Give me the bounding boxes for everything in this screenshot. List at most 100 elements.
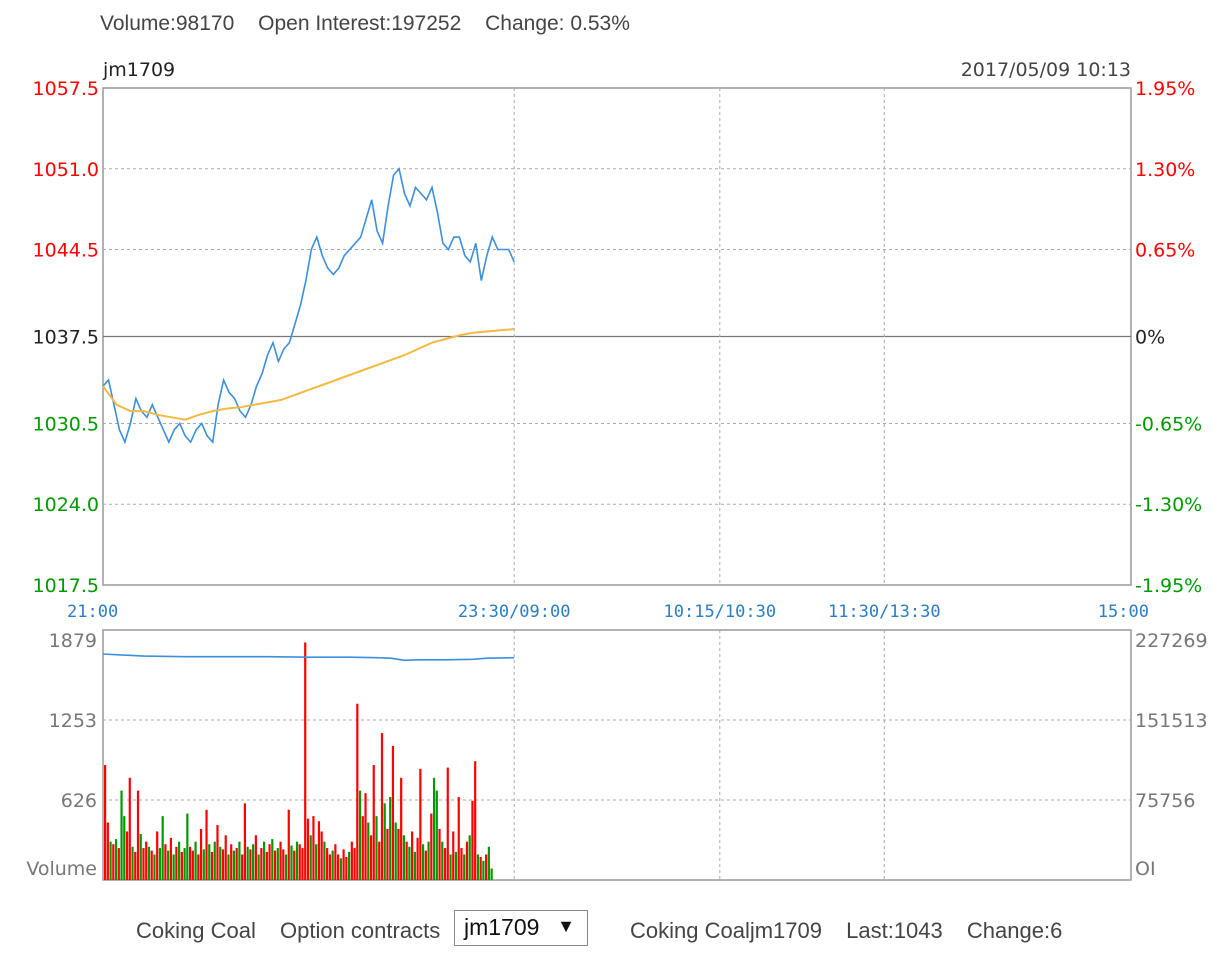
volume-bar <box>474 761 477 880</box>
volume-bar <box>471 800 474 880</box>
volume-bar <box>438 828 441 880</box>
volume-bar <box>301 848 304 880</box>
volume-bar <box>202 849 205 880</box>
volume-bar <box>367 822 370 880</box>
price-panel: jm1709 2017/05/09 10:13 1057.5 1.95% 1051.0 1… <box>33 59 1203 597</box>
volume-bar <box>183 848 186 880</box>
volume-bar <box>441 841 444 880</box>
volume-bar <box>232 850 236 880</box>
volume-bar <box>454 851 458 880</box>
percent-tick-label: 1.30% <box>1135 159 1195 181</box>
volume-bar <box>142 848 145 880</box>
time-tick-label: 23:30/09:00 <box>458 602 571 622</box>
volume-bar <box>243 803 247 880</box>
volume-bar <box>487 846 490 880</box>
volume-bar <box>104 765 107 880</box>
volume-bar <box>262 841 266 880</box>
volume-bar <box>125 831 129 880</box>
time-tick-label: 10:15/10:30 <box>664 602 777 622</box>
volume-bar <box>383 803 386 880</box>
contract-name: Coking Coaljm1709 <box>630 918 822 943</box>
volume-stat: Volume:98170 <box>100 12 235 35</box>
volume-bar <box>334 844 337 880</box>
footer-bar: Coking Coal Option contracts jm1709 ▼ Co… <box>0 910 1231 950</box>
volume-bar <box>221 849 225 880</box>
symbol-label: jm1709 <box>102 59 175 81</box>
volume-bar <box>241 854 244 880</box>
volume-panel: 1879 227269 1253 151513 626 75756 Volume OI <box>26 629 1208 881</box>
volume-bar <box>416 837 419 880</box>
volume-bar <box>123 816 126 880</box>
last-price: Last:1043 <box>846 918 943 943</box>
volume-bar <box>468 835 471 880</box>
volume-bar <box>114 839 118 880</box>
volume-bar <box>457 796 460 880</box>
volume-bar <box>276 848 279 880</box>
volume-bar <box>402 835 406 880</box>
volume-bar <box>293 850 296 880</box>
volume-bar <box>208 844 211 880</box>
volume-tick-label: 626 <box>61 790 97 812</box>
time-tick-label: 11:30/13:30 <box>828 602 941 622</box>
volume-bar <box>268 844 271 880</box>
volume-panel-frame <box>102 629 1132 881</box>
volume-bar <box>350 841 353 880</box>
volume-bar <box>380 733 384 880</box>
volume-bar <box>419 768 422 880</box>
volume-bar <box>290 845 293 880</box>
volume-bar <box>326 848 329 880</box>
volume-bar <box>287 809 290 880</box>
contract-info: Coking Coaljm1709 Last:1043 Change:6 <box>630 918 1080 944</box>
time-tick-label: 15:00 <box>1098 602 1149 622</box>
volume-bar <box>378 841 381 880</box>
volume-bar <box>260 848 263 880</box>
volume-bar <box>106 822 109 880</box>
volume-bar <box>213 841 216 880</box>
percent-tick-label: -1.95% <box>1135 575 1202 597</box>
volume-bar <box>397 828 400 880</box>
volume-bar <box>186 813 189 880</box>
volume-bar <box>435 790 438 880</box>
percent-tick-label: 0% <box>1135 327 1165 349</box>
volume-bar <box>421 844 425 880</box>
volume-bar <box>164 844 167 880</box>
contract-select[interactable]: jm1709 ▼ <box>454 910 588 946</box>
percent-tick-label: 0.65% <box>1135 240 1195 262</box>
volume-bar <box>400 777 403 880</box>
volume-bar <box>199 828 203 880</box>
percent-tick-label: -0.65% <box>1135 413 1202 435</box>
volume-bar <box>394 822 397 880</box>
volume-axis-label: Volume <box>26 858 97 880</box>
volume-bar <box>219 846 222 880</box>
volume-bar <box>134 851 137 880</box>
time-axis: 21:00 23:30/09:00 10:15/10:30 11:30/13:30 15… <box>67 602 1149 622</box>
volume-bar <box>109 841 112 880</box>
volume-bar <box>424 850 427 880</box>
volume-bar <box>156 831 159 880</box>
contract-change: Change:6 <box>966 918 1063 943</box>
time-tick-label: 21:00 <box>67 602 118 622</box>
volume-bar <box>271 839 274 880</box>
volume-bar <box>273 850 277 880</box>
volume-bar <box>188 846 192 880</box>
price-line <box>102 167 515 445</box>
volume-bar <box>320 831 323 880</box>
volume-bar <box>172 854 175 880</box>
volume-bar <box>427 841 430 880</box>
price-tick-label: 1051.0 <box>33 159 99 181</box>
summary-bar: Volume:98170 Open Interest:197252 Change… <box>100 12 648 36</box>
volume-bar <box>131 846 134 880</box>
volume-bar <box>339 858 342 880</box>
volume-bar <box>295 841 299 880</box>
volume-bar <box>235 848 238 880</box>
volume-bar <box>284 854 288 880</box>
volume-tick-label: 1879 <box>49 630 97 652</box>
volume-bar <box>227 854 230 880</box>
datetime-label: 2017/05/09 10:13 <box>961 59 1131 81</box>
volume-bar <box>446 767 449 880</box>
volume-bar <box>389 796 392 880</box>
volume-bar <box>312 816 315 880</box>
volume-bar <box>150 850 153 880</box>
volume-bar <box>194 841 197 880</box>
volume-bar <box>452 831 455 880</box>
